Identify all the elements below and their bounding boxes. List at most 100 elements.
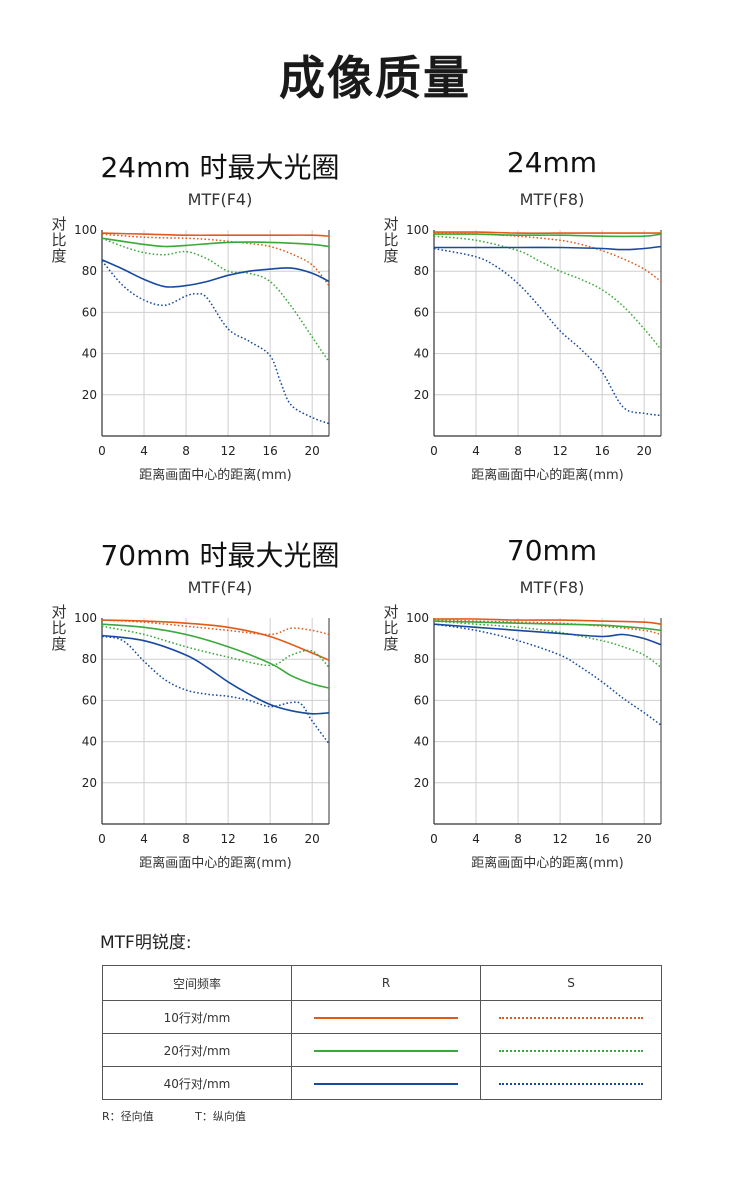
y-tick-label: 100 [406,611,429,625]
chart-title: 70mm [506,534,598,567]
chart-panel-70mm-f8: 70mm MTF(F8) 对比度 0 4 8 12 16 20 20 40 60 80 100 距离画… [382,534,722,894]
legend-s-sample [480,1000,662,1034]
series-20-r-line [101,623,330,689]
y-axis-label: 对比度 [383,215,399,265]
legend-title: MTF明锐度: [100,933,192,953]
x-tick-label: 4 [140,832,148,846]
series-10-r-line [101,232,330,237]
series-20-s-line [433,235,662,350]
x-tick-label: 8 [514,444,522,458]
legend-r-sample [291,1066,481,1100]
x-tick-label: 0 [430,444,438,458]
y-tick-label: 80 [414,264,429,278]
line-sample-solid [314,1016,458,1019]
legend-row-label: 10行对/mm [102,1000,292,1034]
series-20-r-line [101,237,330,248]
series-40-s-line [101,635,330,745]
series-20-s-line [101,237,330,363]
y-axis-label: 对比度 [51,603,67,653]
y-tick-label: 60 [82,305,97,319]
x-axis-label: 距离画面中心的距离(mm) [471,855,623,871]
x-tick-label: 8 [182,444,190,458]
x-tick-label: 0 [430,832,438,846]
y-tick-label: 40 [82,735,97,749]
y-tick-label: 40 [414,735,429,749]
x-tick-label: 12 [552,832,567,846]
x-tick-label: 20 [637,444,652,458]
line-sample-solid [314,1082,458,1085]
x-tick-label: 8 [182,832,190,846]
y-tick-label: 80 [82,264,97,278]
series-40-s-line [433,623,662,726]
series-40-r-line [101,634,330,715]
line-sample-dotted [499,1049,643,1052]
chart-subtitle: MTF(F4) [187,190,253,209]
chart-subtitle: MTF(F8) [519,190,585,209]
line-sample-dotted [499,1082,643,1085]
legend-row-label: 20行对/mm [102,1033,292,1067]
series-40-r-line [434,245,662,251]
mtf-chart: 0 4 8 12 16 20 20 40 60 80 100 距离画面中心的距离(mm) [406,611,662,871]
legend-r-sample [291,1033,481,1067]
x-tick-label: 20 [305,832,320,846]
series-10-s-line [433,232,662,283]
x-tick-label: 12 [220,832,235,846]
series-20-s-line [433,620,662,669]
chart-title: 24mm 时最大光圈 [100,151,340,184]
x-tick-label: 0 [98,832,106,846]
chart-panel-24mm-f4: 24mm 时最大光圈 MTF(F4) 对比度 0 4 8 12 16 20 20 40 60 80… [50,146,390,506]
legend-row: 40行对/mm [102,1066,662,1100]
legend-s-sample [480,1033,662,1067]
x-tick-label: 0 [98,444,106,458]
legend-table: 空间频率 R S 10行对/mm 20行对/mm 40行对/mm [102,965,662,1100]
series-10-r-line [433,618,662,625]
legend-header-s: S [480,965,662,1001]
x-tick-label: 12 [552,444,567,458]
x-tick-label: 4 [472,444,480,458]
x-tick-label: 16 [595,444,610,458]
y-tick-label: 80 [414,652,429,666]
footnote-radial: R：径向值 [102,1110,154,1123]
series-10-s-line [433,619,662,636]
footnote: R：径向值 T：纵向值 [102,1108,284,1124]
page-title: 成像质量 [279,51,471,105]
y-tick-label: 60 [414,693,429,707]
legend-header-r: R [291,965,481,1001]
chart-subtitle: MTF(F4) [187,578,253,597]
mtf-chart: 0 4 8 12 16 20 20 40 60 80 100 距离画面中心的距离(mm) [406,223,662,483]
y-tick-label: 40 [82,347,97,361]
legend-header-freq: 空间频率 [102,965,292,1001]
legend-row-label: 40行对/mm [102,1066,292,1100]
y-tick-label: 80 [82,652,97,666]
x-axis-label: 距离画面中心的距离(mm) [139,467,291,483]
chart-panel-70mm-f4: 70mm 时最大光圈 MTF(F4) 对比度 0 4 8 12 16 20 20 40 60 80… [50,534,390,894]
y-tick-label: 100 [74,223,97,237]
y-tick-label: 20 [414,776,429,790]
y-tick-label: 20 [82,388,97,402]
y-tick-label: 100 [406,223,429,237]
y-tick-label: 60 [82,693,97,707]
chart-title: 70mm 时最大光圈 [100,539,340,572]
x-tick-label: 16 [263,444,278,458]
line-sample-dotted [499,1016,643,1019]
y-tick-label: 100 [74,611,97,625]
x-tick-label: 4 [140,444,148,458]
legend-r-sample [291,1000,481,1034]
series-40-r-line [101,259,330,288]
y-axis-label: 对比度 [383,603,399,653]
legend-s-sample [480,1066,662,1100]
series-10-s-line [101,233,330,287]
x-tick-label: 12 [220,444,235,458]
series-20-r-line [433,233,662,238]
series-10-s-line [101,619,330,636]
series-10-r-line [433,231,661,234]
x-tick-label: 16 [263,832,278,846]
mtf-chart: 0 4 8 12 16 20 20 40 60 80 100 距离画面中心的距离(mm) [74,611,330,871]
x-tick-label: 20 [305,444,320,458]
x-axis-label: 距离画面中心的距离(mm) [139,855,291,871]
y-axis-label: 对比度 [51,215,67,265]
line-sample-solid [314,1049,458,1052]
chart-subtitle: MTF(F8) [519,578,585,597]
y-tick-label: 40 [414,347,429,361]
x-axis-label: 距离画面中心的距离(mm) [471,467,623,483]
